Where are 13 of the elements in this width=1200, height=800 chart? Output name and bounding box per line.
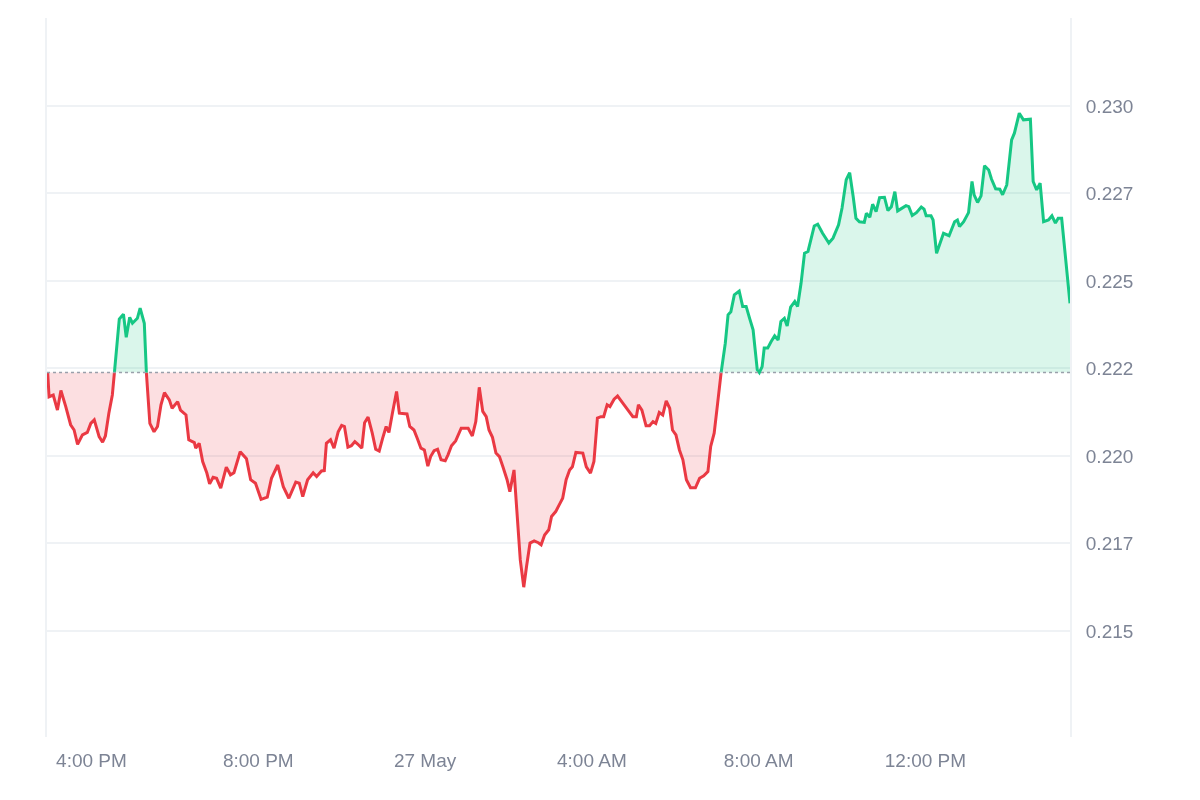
x-tick-label: 12:00 PM: [884, 750, 967, 771]
x-tick-label: 8:00 AM: [723, 750, 794, 771]
x-tick-label: 8:00 PM: [222, 750, 294, 771]
y-tick-label: 0.227: [1085, 183, 1134, 205]
x-tick-label: 4:00 PM: [56, 750, 127, 771]
y-tick-label: 0.215: [1085, 620, 1134, 642]
x-tick-label: 27 May: [393, 750, 457, 771]
y-tick-label: 0.222: [1085, 358, 1134, 380]
y-tick-label: 0.220: [1085, 445, 1134, 467]
y-tick-label: 0.217: [1085, 533, 1134, 555]
y-tick-label: 0.225: [1085, 270, 1134, 292]
y-tick-label: 0.230: [1085, 95, 1134, 117]
x-tick-label: 4:00 AM: [557, 750, 627, 771]
